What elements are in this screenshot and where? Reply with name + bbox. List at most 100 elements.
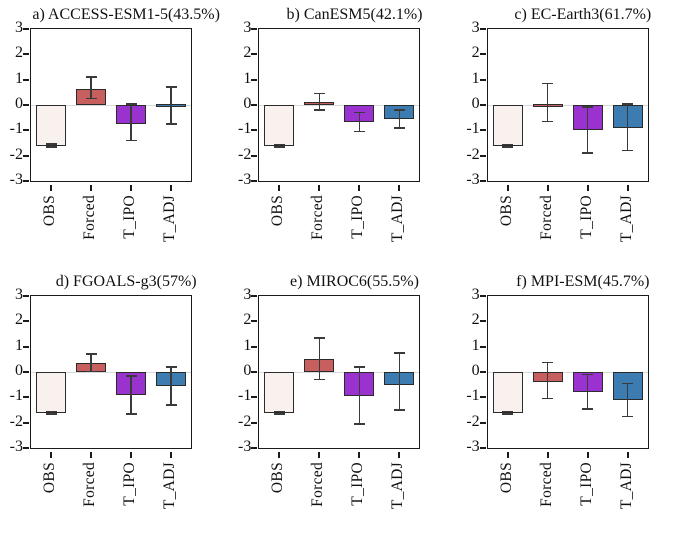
y-tick-label: 2 [243,311,252,329]
x-tick-mark [278,451,281,458]
error-bar-cap [45,410,57,413]
x-label-slot: Forced [527,462,567,507]
y-tick-label: 3 [471,19,480,36]
y-tick-mark [251,129,258,132]
x-tick-label-t_ipo: T_IPO [349,195,367,239]
error-bar [586,107,589,154]
x-tick-label-t_adj: T_ADJ [617,462,635,510]
error-bar [278,144,281,147]
x-tick-mark [358,184,361,191]
x-tick-mark [278,184,281,191]
x-axis-labels: OBS Forced T_IPO T_ADJ [258,462,418,509]
chart-panel-c: c) EC-Earth3(61.7%) 3 2 1 0 -1 -2 -3 OBS Forced T_… [457,0,685,267]
x-tick-label-obs: OBS [269,462,287,494]
y-tick-mark [23,320,29,323]
chart-panel-d: d) FGOALS-g3(57%) 3 2 1 0 -1 -2 -3 OBS Forced T_IP… [0,267,228,534]
y-tick-mark [479,345,486,348]
x-tick-label-t_adj: T_ADJ [161,195,178,243]
y-tick-mark [479,320,486,323]
y-tick-mark [23,180,29,182]
error-bar [506,411,509,414]
x-label-slot: OBS [487,195,527,226]
error-bar-cap [622,149,634,152]
x-tick-label-obs: OBS [41,462,58,494]
y-tick-mark [479,129,486,132]
y-tick-label: -2 [9,145,23,163]
error-bar-cap [502,413,514,415]
error-bar-cap [542,82,554,85]
y-tick-mark [23,345,29,348]
y-tick-label: -3 [238,438,252,455]
y-tick-label: 3 [471,286,480,303]
error-bar-cap [353,130,365,133]
zero-line [31,104,191,106]
x-axis-labels: OBS Forced T_IPO T_ADJ [258,195,418,242]
y-tick-label: -3 [9,171,23,188]
x-tick-mark [358,451,361,458]
x-label-slot: T_ADJ [150,195,190,242]
error-bar-cap [165,404,177,406]
zero-line [31,371,191,373]
y-tick-label: 3 [15,286,23,303]
y-tick-mark [479,447,486,449]
x-tick-mark [90,451,92,458]
error-bar-cap [502,410,514,413]
y-tick-mark [23,295,29,297]
y-tick-mark [479,295,486,297]
x-tick-label-t_ipo: T_IPO [121,195,138,239]
error-bar-cap [85,370,97,373]
y-tick-mark [23,396,29,399]
panel-title: d) FGOALS-g3(57%) [55,273,197,290]
y-tick-mark [479,396,486,399]
error-bar-cap [393,409,405,411]
x-tick-label-t_adj: T_ADJ [389,462,407,510]
x-tick-mark [546,184,549,191]
error-bar-cap [45,146,57,148]
y-tick-mark [23,129,29,132]
panel-title: b) CanESM5(42.1%) [286,6,423,23]
error-bar-cap [502,143,514,146]
x-label-slot: Forced [70,462,110,507]
error-bar [318,93,321,111]
error-bar-cap [273,410,285,413]
y-tick-label: 3 [243,19,252,36]
zero-line [487,371,648,373]
y-tick-mark [23,447,29,449]
x-label-slot: T_ADJ [607,195,647,242]
plot-box [479,295,649,458]
x-label-slot: OBS [258,195,298,226]
y-tick-mark [479,154,486,157]
plot-row: 3 2 1 0 -1 -2 -3 [457,19,685,191]
error-bar-cap [582,373,594,376]
error-bar-cap [165,366,177,368]
x-tick-mark [586,184,589,191]
y-axis: 3 2 1 0 -1 -2 -3 [457,19,487,188]
x-tick-mark [318,451,321,458]
y-tick-label: 2 [15,44,23,62]
y-tick-label: -3 [466,438,480,455]
y-tick-label: -1 [9,120,23,138]
plot-row: 3 2 1 0 -1 -2 -3 [0,286,228,458]
chart-panel-b: b) CanESM5(42.1%) 3 2 1 0 -1 -2 -3 OBS Forced T_IP… [228,0,456,267]
bar-obs [492,105,523,146]
y-tick-label: 1 [243,336,252,354]
x-axis-labels: OBS Forced T_IPO T_ADJ [487,462,647,509]
error-bar [546,83,549,122]
x-label-slot: T_IPO [110,195,150,239]
error-bar [546,362,549,399]
y-tick-mark [479,180,486,182]
error-bar-cap [125,139,137,142]
x-tick-label-t_ipo: T_IPO [349,462,367,506]
error-bar [358,112,361,132]
y-tick-mark [251,371,258,373]
error-bar-cap [313,92,325,95]
error-bar-cap [273,143,285,146]
x-tick-label-t_ipo: T_IPO [577,462,595,506]
bar-obs [492,372,523,413]
y-tick-label: -1 [238,120,252,138]
y-tick-mark [251,447,258,449]
error-bar [130,103,132,141]
x-tick-mark [506,184,509,191]
error-bar-cap [393,352,405,354]
